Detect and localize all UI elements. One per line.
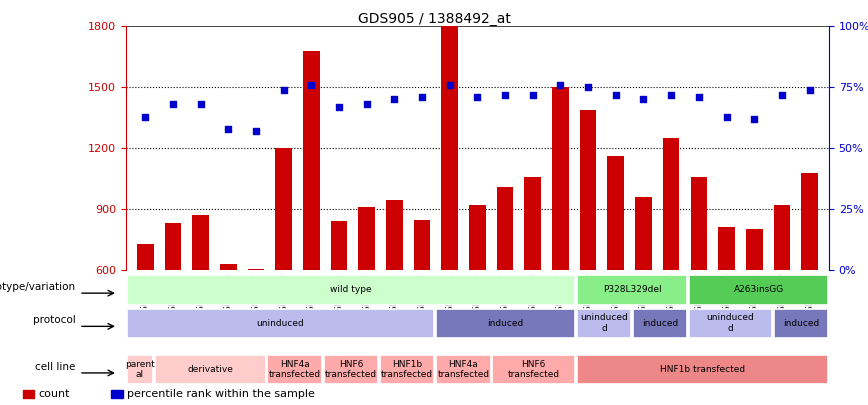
- Bar: [635, 197, 652, 392]
- Point: [498, 92, 512, 98]
- Point: [720, 113, 733, 120]
- Bar: [524, 177, 541, 392]
- Text: HNF1b transfected: HNF1b transfected: [660, 365, 745, 374]
- Bar: [127, 355, 153, 384]
- Text: count: count: [38, 389, 69, 399]
- Point: [803, 87, 817, 93]
- Bar: [576, 355, 828, 384]
- Text: HNF6
transfected: HNF6 transfected: [325, 360, 377, 379]
- Bar: [442, 26, 458, 392]
- Text: wild type: wild type: [330, 286, 372, 294]
- Text: uninduced
d: uninduced d: [707, 313, 754, 333]
- Bar: [193, 215, 209, 392]
- Bar: [137, 244, 154, 392]
- Point: [387, 96, 401, 103]
- Bar: [633, 309, 687, 338]
- Point: [415, 94, 429, 100]
- Bar: [155, 355, 266, 384]
- Bar: [267, 355, 322, 384]
- Bar: [380, 355, 434, 384]
- Bar: [414, 220, 431, 392]
- Text: induced: induced: [642, 319, 678, 328]
- Bar: [386, 200, 403, 392]
- Point: [582, 84, 595, 91]
- Point: [305, 81, 319, 88]
- Bar: [773, 309, 828, 338]
- Text: protocol: protocol: [33, 315, 76, 325]
- Point: [221, 126, 235, 132]
- Point: [692, 94, 706, 100]
- Bar: [165, 224, 181, 392]
- Bar: [689, 275, 828, 305]
- Bar: [773, 205, 790, 392]
- Point: [443, 81, 457, 88]
- Text: uninduced: uninduced: [257, 319, 305, 328]
- Bar: [358, 207, 375, 392]
- Point: [138, 113, 152, 120]
- Bar: [331, 222, 347, 392]
- Point: [636, 96, 650, 103]
- Bar: [247, 269, 264, 392]
- Bar: [718, 228, 735, 392]
- Point: [194, 101, 207, 108]
- Bar: [580, 110, 596, 392]
- Text: genotype/variation: genotype/variation: [0, 282, 76, 292]
- Text: percentile rank within the sample: percentile rank within the sample: [127, 389, 314, 399]
- Bar: [492, 355, 575, 384]
- Point: [608, 92, 622, 98]
- Text: HNF4a
transfected: HNF4a transfected: [437, 360, 490, 379]
- Bar: [552, 87, 569, 392]
- Bar: [436, 309, 575, 338]
- Bar: [663, 138, 680, 392]
- Text: HNF6
transfected: HNF6 transfected: [508, 360, 560, 379]
- Bar: [691, 177, 707, 392]
- Bar: [801, 173, 818, 392]
- Bar: [436, 355, 490, 384]
- Bar: [23, 390, 34, 398]
- Text: P328L329del: P328L329del: [602, 286, 661, 294]
- Bar: [576, 275, 687, 305]
- Bar: [127, 309, 434, 338]
- Text: cell line: cell line: [35, 362, 76, 372]
- Text: HNF1b
transfected: HNF1b transfected: [381, 360, 433, 379]
- Point: [470, 94, 484, 100]
- Text: parent
al: parent al: [125, 360, 155, 379]
- Point: [332, 104, 346, 110]
- Point: [249, 128, 263, 134]
- Point: [166, 101, 180, 108]
- Bar: [324, 355, 378, 384]
- Point: [775, 92, 789, 98]
- Point: [277, 87, 291, 93]
- Bar: [469, 205, 486, 392]
- Text: derivative: derivative: [187, 365, 233, 374]
- Bar: [111, 390, 122, 398]
- Point: [747, 116, 761, 122]
- Bar: [608, 156, 624, 392]
- Bar: [220, 264, 237, 392]
- Bar: [496, 187, 513, 392]
- Point: [526, 92, 540, 98]
- Point: [554, 81, 568, 88]
- Bar: [689, 309, 772, 338]
- Point: [359, 101, 373, 108]
- Bar: [127, 275, 575, 305]
- Text: induced: induced: [783, 319, 819, 328]
- Text: uninduced
d: uninduced d: [580, 313, 628, 333]
- Text: GDS905 / 1388492_at: GDS905 / 1388492_at: [358, 12, 510, 26]
- Bar: [275, 148, 292, 392]
- Bar: [746, 230, 762, 392]
- Text: induced: induced: [488, 319, 523, 328]
- Bar: [303, 51, 319, 392]
- Text: A263insGG: A263insGG: [733, 286, 784, 294]
- Bar: [576, 309, 631, 338]
- Point: [664, 92, 678, 98]
- Text: HNF4a
transfected: HNF4a transfected: [268, 360, 320, 379]
